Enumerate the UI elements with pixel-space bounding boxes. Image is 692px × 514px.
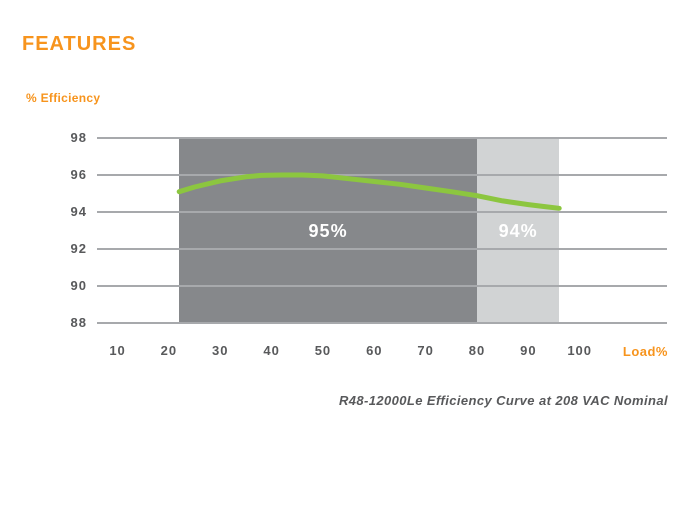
x-tick-label: 80 — [468, 343, 486, 358]
x-tick-label: 70 — [417, 343, 434, 358]
x-tick-label: 90 — [520, 343, 537, 358]
x-tick-label: 20 — [160, 343, 178, 358]
y-tick-label: 88 — [70, 315, 87, 330]
y-tick-label: 98 — [70, 130, 87, 145]
y-axis-title: % Efficiency — [26, 91, 101, 105]
band-label: 95% — [308, 221, 348, 241]
y-tick-label: 96 — [70, 167, 87, 182]
band-label: 94% — [498, 221, 538, 241]
x-tick-label: 100 — [567, 343, 593, 358]
shaded-band — [179, 138, 477, 323]
efficiency-curve — [176, 172, 562, 211]
y-tick-label: 94 — [70, 204, 87, 219]
x-axis-title: Load% — [622, 344, 668, 359]
x-tick-label: 30 — [212, 343, 229, 358]
y-tick-label: 92 — [70, 241, 87, 256]
features-heading: FEATURES — [22, 33, 137, 55]
x-tick-label: 60 — [366, 343, 383, 358]
y-tick-label: 90 — [70, 278, 87, 293]
efficiency-chart-plot: 98 96 94 92 90 88 95% 94% 10 20 30 40 50 60 70 80 90 100 — [71, 130, 667, 358]
x-tick-label: 10 — [109, 343, 126, 358]
gridline — [97, 211, 667, 213]
gridline — [97, 174, 667, 176]
gridline — [97, 322, 667, 324]
gridline — [97, 285, 667, 287]
shaded-band — [477, 138, 560, 323]
chart-caption: R48-12000Le Efficiency Curve at 208 VAC … — [338, 393, 668, 408]
x-tick-label: 50 — [314, 343, 332, 358]
efficiency-curve-line — [176, 172, 562, 211]
gridline — [97, 137, 667, 139]
x-tick-label: 40 — [263, 343, 280, 358]
gridline — [97, 248, 667, 250]
